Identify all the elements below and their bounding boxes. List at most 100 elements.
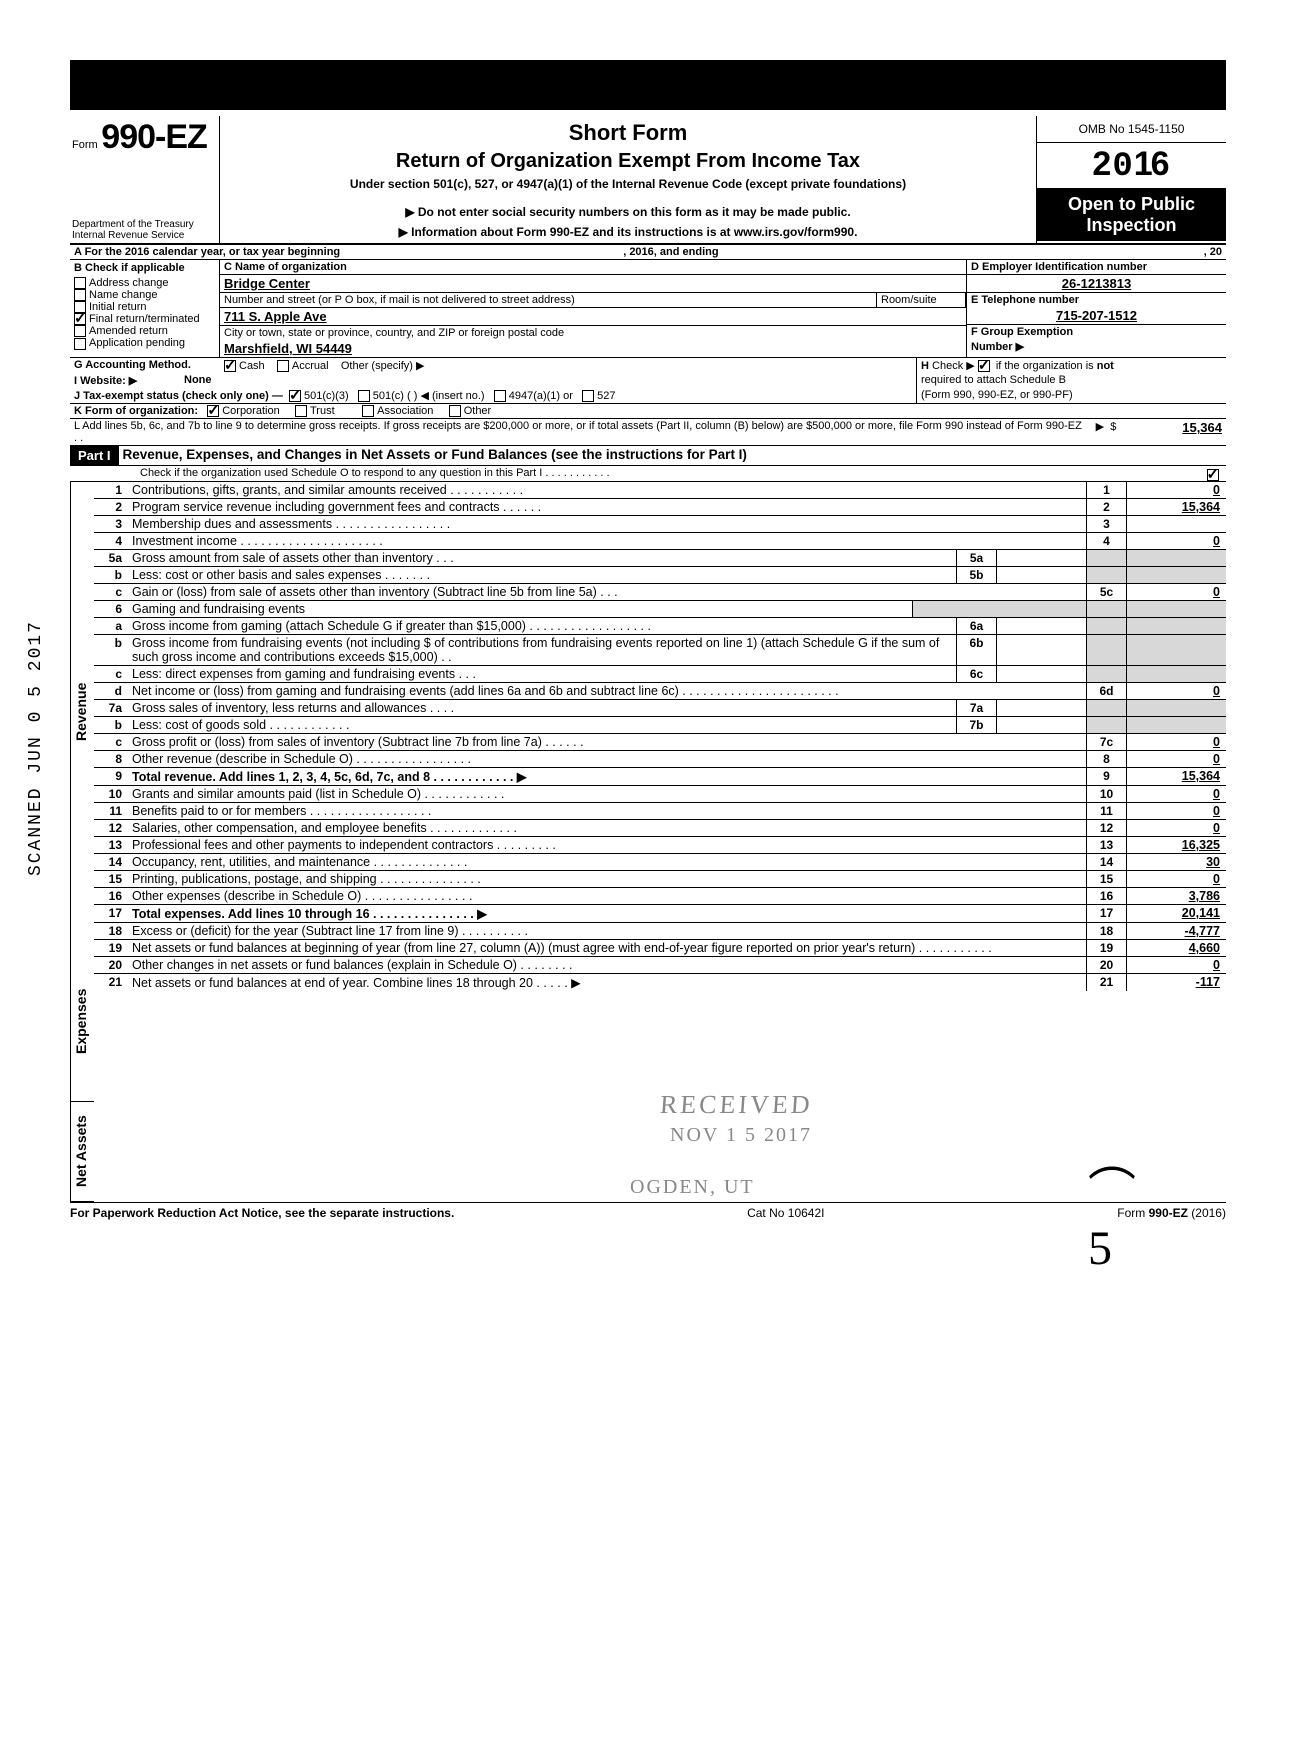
- line-num: 7a: [94, 700, 128, 716]
- line-13: 13Professional fees and other payments t…: [94, 836, 1226, 853]
- line-num: 3: [94, 516, 128, 532]
- chk-part1-scho[interactable]: [1207, 469, 1219, 481]
- chk-final-return[interactable]: [74, 313, 86, 325]
- chk-assoc[interactable]: [362, 405, 374, 417]
- line-num: c: [94, 666, 128, 682]
- line-d: dNet income or (loss) from gaming and fu…: [94, 682, 1226, 699]
- line-num: 21: [94, 974, 128, 991]
- line-box: 19: [1086, 940, 1126, 956]
- line-box: 10: [1086, 786, 1126, 802]
- chk-name-change[interactable]: [74, 289, 86, 301]
- line-box: 3: [1086, 516, 1126, 532]
- chk-trust[interactable]: [295, 405, 307, 417]
- sub-box: 7b: [956, 717, 996, 733]
- line-amount: 0: [1126, 786, 1226, 802]
- ssn-warning: ▶ Do not enter social security numbers o…: [226, 205, 1030, 219]
- line-num: 2: [94, 499, 128, 515]
- line-num: 4: [94, 533, 128, 549]
- line-text: Net assets or fund balances at beginning…: [128, 940, 1086, 956]
- info-link: ▶ Information about Form 990-EZ and its …: [226, 225, 1030, 239]
- sub-box: 5a: [956, 550, 996, 566]
- sub-box: 6c: [956, 666, 996, 682]
- chk-501c[interactable]: [358, 390, 370, 402]
- chk-527[interactable]: [582, 390, 594, 402]
- line-text: Professional fees and other payments to …: [128, 837, 1086, 853]
- line-8: 8Other revenue (describe in Schedule O) …: [94, 750, 1226, 767]
- org-name: Bridge Center: [220, 275, 314, 292]
- signature-mark: ⌒5: [1088, 1151, 1136, 1276]
- line-num: 19: [94, 940, 128, 956]
- line-10: 10Grants and similar amounts paid (list …: [94, 785, 1226, 802]
- phone: 715-207-1512: [967, 307, 1226, 325]
- open-public: Open to Public Inspection: [1037, 188, 1226, 241]
- line-4: 4Investment income . . . . . . . . . . .…: [94, 532, 1226, 549]
- city-label: City or town, state or province, country…: [220, 326, 568, 340]
- line-text: Gaming and fundraising events: [128, 601, 912, 617]
- line-text: Gross sales of inventory, less returns a…: [128, 700, 956, 716]
- line-amount: 0: [1126, 683, 1226, 699]
- chk-cash[interactable]: [224, 360, 236, 372]
- line-amount: 0: [1126, 533, 1226, 549]
- footer-left: For Paperwork Reduction Act Notice, see …: [70, 1206, 454, 1220]
- row-k: K Form of organization: Corporation Trus…: [70, 404, 1226, 419]
- chk-amended[interactable]: [74, 325, 86, 337]
- row-a: A For the 2016 calendar year, or tax yea…: [70, 245, 1226, 260]
- chk-corp[interactable]: [207, 405, 219, 417]
- sub-amt: [996, 635, 1086, 665]
- line-amount: 30: [1126, 854, 1226, 870]
- sub-box: 6a: [956, 618, 996, 634]
- chk-other-org[interactable]: [449, 405, 461, 417]
- line-amount: 0: [1126, 957, 1226, 973]
- d-label: D Employer Identification number: [967, 260, 1226, 275]
- part1-title: Revenue, Expenses, and Changes in Net As…: [119, 446, 1226, 465]
- line-c: cLess: direct expenses from gaming and f…: [94, 665, 1226, 682]
- stamp-ogden: OGDEN, UT: [630, 1176, 755, 1199]
- line-num: 20: [94, 957, 128, 973]
- part1-check: Check if the organization used Schedule …: [70, 466, 1226, 482]
- line-amount: 0: [1126, 734, 1226, 750]
- vlabel-revenue: Revenue: [70, 482, 94, 942]
- line-num: 16: [94, 888, 128, 904]
- line-b: bLess: cost of goods sold . . . . . . . …: [94, 716, 1226, 733]
- line-text: Membership dues and assessments . . . . …: [128, 516, 1086, 532]
- line-box: 5c: [1086, 584, 1126, 600]
- line-amount: 15,364: [1126, 499, 1226, 515]
- line-2: 2Program service revenue including gover…: [94, 498, 1226, 515]
- line-text: Gross income from fundraising events (no…: [128, 635, 956, 665]
- footer-cat: Cat No 10642I: [747, 1206, 824, 1220]
- line-amount: 15,364: [1126, 768, 1226, 785]
- line-box: 9: [1086, 768, 1126, 785]
- line-text: Contributions, gifts, grants, and simila…: [128, 482, 1086, 498]
- tax-year: 2016: [1037, 143, 1226, 188]
- chk-4947[interactable]: [494, 390, 506, 402]
- line-num: 11: [94, 803, 128, 819]
- line-num: b: [94, 635, 128, 665]
- chk-app-pending[interactable]: [74, 338, 86, 350]
- col-def: D Employer Identification number 26-1213…: [966, 260, 1226, 357]
- line-text: Less: direct expenses from gaming and fu…: [128, 666, 956, 682]
- f-number: Number ▶: [967, 339, 1226, 354]
- line-num: c: [94, 734, 128, 750]
- vlabel-netassets: Net Assets: [70, 1102, 94, 1202]
- chk-address-change[interactable]: [74, 277, 86, 289]
- c-label: C Name of organization: [220, 260, 351, 274]
- line-num: 5a: [94, 550, 128, 566]
- form-header: Form 990-EZ Department of the Treasury I…: [70, 116, 1226, 245]
- addr-label: Number and street (or P O box, if mail i…: [220, 293, 876, 307]
- line-num: 10: [94, 786, 128, 802]
- line-text: Other revenue (describe in Schedule O) .…: [128, 751, 1086, 767]
- line-num: 13: [94, 837, 128, 853]
- chk-accrual[interactable]: [277, 360, 289, 372]
- line-11: 11Benefits paid to or for members . . . …: [94, 802, 1226, 819]
- part1-bar: Part I: [70, 446, 119, 465]
- chk-h[interactable]: [978, 360, 990, 372]
- line-text: Printing, publications, postage, and shi…: [128, 871, 1086, 887]
- line-b: bLess: cost or other basis and sales exp…: [94, 566, 1226, 583]
- form-990ez: Form 990-EZ Department of the Treasury I…: [70, 60, 1226, 1220]
- sub-box: 7a: [956, 700, 996, 716]
- line-amount: 0: [1126, 820, 1226, 836]
- line-19: 19Net assets or fund balances at beginni…: [94, 939, 1226, 956]
- line-a: aGross income from gaming (attach Schedu…: [94, 617, 1226, 634]
- chk-501c3[interactable]: [289, 390, 301, 402]
- line-box: 11: [1086, 803, 1126, 819]
